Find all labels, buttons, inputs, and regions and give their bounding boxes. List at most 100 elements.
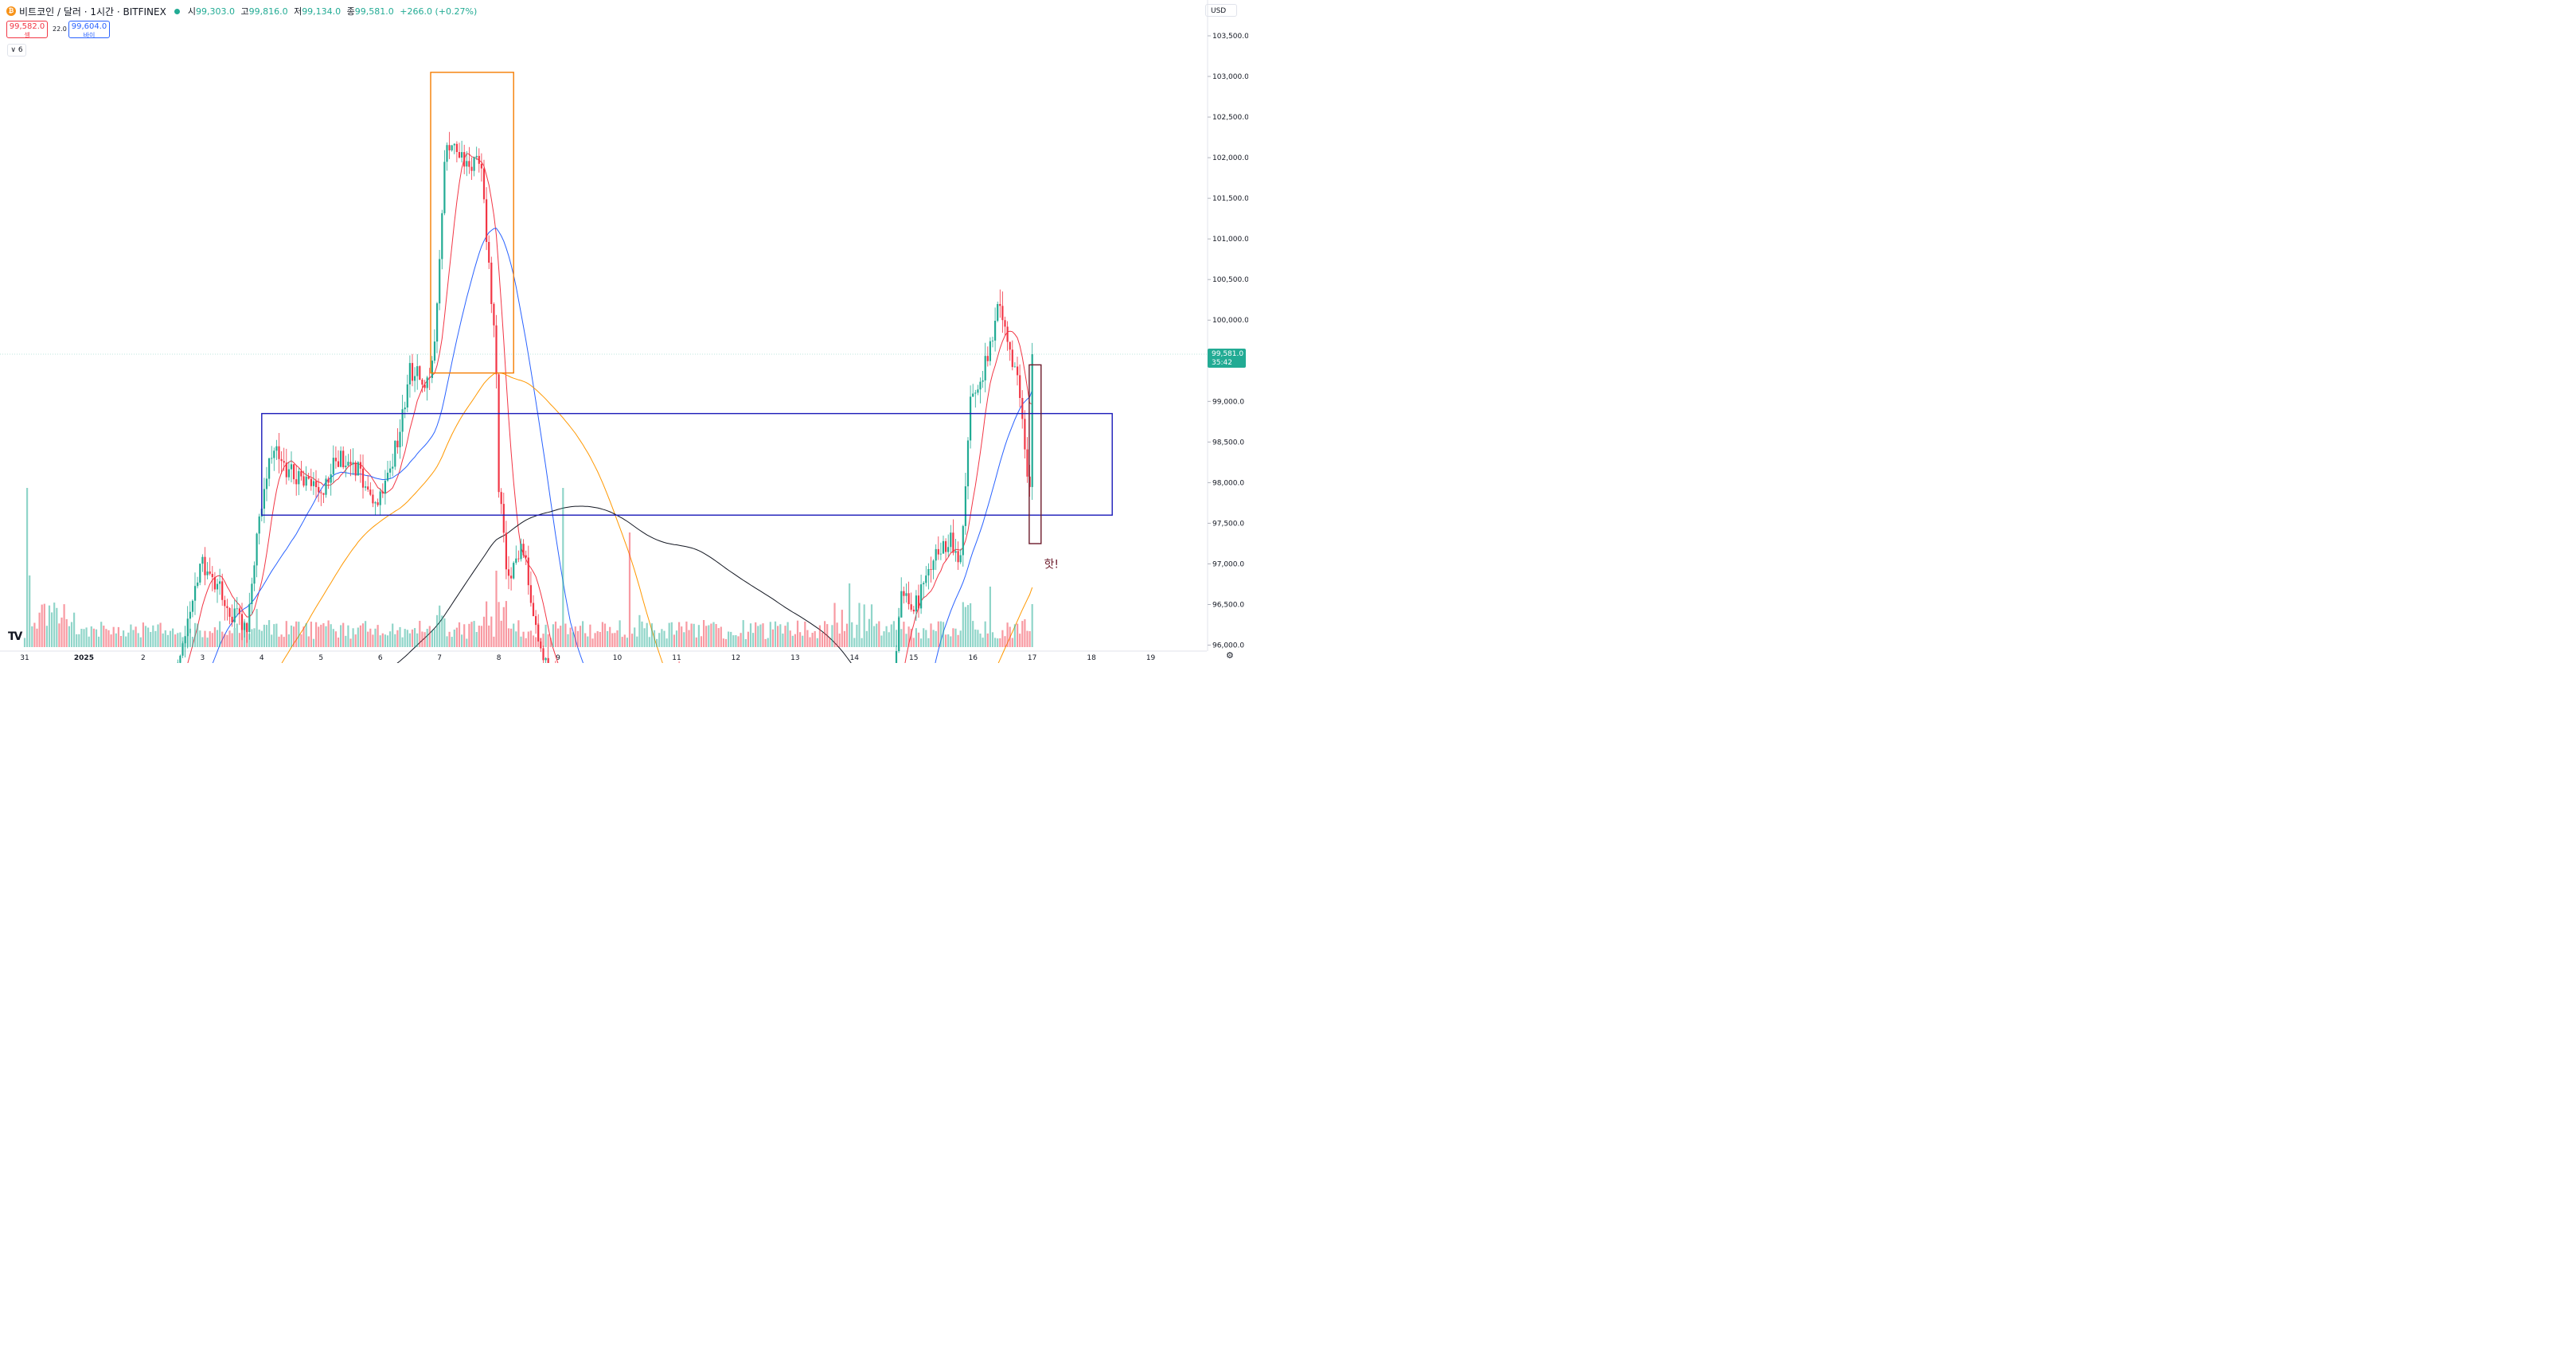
candle-body xyxy=(923,583,925,585)
close-value: 99,581.0 xyxy=(354,6,394,17)
candle-body xyxy=(300,470,302,477)
high-value: 99,816.0 xyxy=(248,6,288,17)
candle-body xyxy=(997,304,999,321)
time-tick-label: 15 xyxy=(909,654,918,662)
candle-body xyxy=(386,472,389,481)
volume-bar xyxy=(83,629,85,647)
volume-bar xyxy=(221,631,224,647)
volume-bar xyxy=(878,621,880,647)
price-tick-label: 96,000.0 xyxy=(1212,642,1244,650)
volume-bar xyxy=(431,630,433,647)
volume-bar xyxy=(535,637,537,647)
volume-bar xyxy=(92,628,95,647)
candle-body xyxy=(191,600,194,612)
candle-body xyxy=(369,489,372,495)
volume-bar xyxy=(557,628,560,647)
volume-bar xyxy=(68,626,70,647)
candle-body xyxy=(189,611,191,619)
candle-body xyxy=(1024,419,1026,450)
currency-selector[interactable]: USD xyxy=(1205,4,1237,17)
volume-bar xyxy=(771,629,774,647)
indicators-toggle[interactable]: ∨ 6 xyxy=(7,44,26,57)
candle-body xyxy=(325,478,327,495)
volume-bar xyxy=(525,638,527,647)
candle-body xyxy=(315,481,318,487)
price-tick-label: 98,000.0 xyxy=(1212,479,1244,487)
sell-button[interactable]: 99,582.0 셀 xyxy=(6,21,48,39)
volume-bar xyxy=(488,625,490,647)
buy-price: 99,604.0 xyxy=(71,22,107,31)
candle-body xyxy=(907,593,910,605)
volume-bar xyxy=(110,634,112,647)
volume-bar xyxy=(724,638,728,647)
candle-body xyxy=(989,341,991,361)
candle-body xyxy=(507,569,510,576)
time-tick-label: 4 xyxy=(260,654,264,662)
buy-label: 바이 xyxy=(83,32,96,39)
volume-bar xyxy=(65,618,68,647)
volume-bar xyxy=(576,630,579,647)
volume-bar xyxy=(802,635,804,647)
volume-bar xyxy=(374,628,377,647)
volume-bar xyxy=(841,610,843,647)
candle-body xyxy=(1004,320,1006,327)
settings-gear-icon[interactable]: ⚙ xyxy=(1226,650,1234,661)
volume-bar xyxy=(349,638,352,647)
candle-body xyxy=(945,540,947,552)
candle-body xyxy=(903,591,905,596)
volume-bar xyxy=(29,575,31,647)
volume-bar xyxy=(764,638,767,647)
volume-bar xyxy=(58,623,60,647)
symbol-title[interactable]: 비트코인 / 달러 · 1시간 · BITFINEX xyxy=(19,6,166,18)
candle-body xyxy=(256,533,258,566)
volume-bar xyxy=(172,628,174,647)
volume-bar xyxy=(720,626,722,647)
volume-bar xyxy=(206,638,209,647)
volume-bar xyxy=(912,638,915,647)
volume-bar xyxy=(681,626,683,647)
volume-bar xyxy=(1026,630,1028,647)
volume-bar xyxy=(443,618,446,647)
volume-bar xyxy=(954,628,957,647)
candle-body xyxy=(231,616,233,622)
volume-bar xyxy=(786,622,789,647)
time-tick-label: 10 xyxy=(613,654,623,662)
volume-bar xyxy=(135,626,137,647)
volume-bar xyxy=(927,638,930,647)
volume-bar xyxy=(164,630,166,647)
volume-bar xyxy=(717,628,720,647)
volume-bar xyxy=(762,623,764,647)
market-status-icon xyxy=(174,8,180,14)
candle-body xyxy=(540,642,542,649)
buy-button[interactable]: 99,604.0 바이 xyxy=(68,21,110,39)
volume-bar xyxy=(159,622,162,647)
candle-body xyxy=(401,409,404,432)
candle-body xyxy=(932,560,935,570)
volume-bar xyxy=(767,638,769,647)
volume-bar xyxy=(260,630,263,647)
volume-bar xyxy=(88,636,90,647)
candle-body xyxy=(502,504,505,533)
candle-body xyxy=(381,491,384,493)
volume-bar xyxy=(132,630,135,647)
candle-body xyxy=(500,492,502,505)
volume-bar xyxy=(572,632,574,647)
price-tick-label: 100,500.0 xyxy=(1212,276,1248,284)
candle-body xyxy=(248,603,251,632)
volume-bar xyxy=(285,621,287,647)
price-chart[interactable]: 88,500.089,000.089,500.090,000.090,500.0… xyxy=(0,0,1248,663)
candle-body xyxy=(305,476,307,486)
price-tick-label: 99,000.0 xyxy=(1212,398,1244,406)
candle-body xyxy=(221,581,224,600)
volume-bar xyxy=(310,622,312,647)
candle-body xyxy=(900,591,903,618)
volume-bar xyxy=(641,621,643,647)
volume-bar xyxy=(1001,630,1004,647)
candle-body xyxy=(411,363,414,381)
time-tick-label: 13 xyxy=(790,654,799,662)
volume-bar xyxy=(907,626,910,647)
drawing-rectangle xyxy=(261,412,1113,516)
volume-bar xyxy=(384,634,386,647)
volume-bar xyxy=(154,630,157,647)
volume-bar xyxy=(638,614,641,647)
